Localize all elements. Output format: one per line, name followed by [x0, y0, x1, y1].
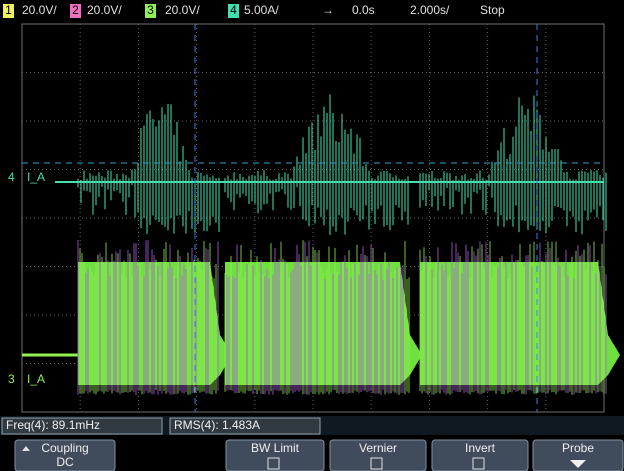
ch3-marker: 3: [8, 372, 15, 386]
measurement-box: [1, 417, 163, 435]
softkey-label: Vernier: [359, 441, 397, 455]
ch2-number: 2: [72, 3, 79, 17]
softkey-label: Probe: [562, 441, 594, 455]
checkbox: [267, 457, 280, 470]
ch4-marker: 4: [8, 170, 15, 184]
timebase: 2.000s/: [410, 3, 450, 17]
ch3-scale: 20.0V/: [165, 3, 200, 17]
ch4-scale: 5.00A/: [244, 3, 279, 17]
ch3-number: 3: [147, 3, 154, 17]
softkey-value: DC: [56, 455, 74, 469]
measurement-box: [169, 417, 321, 435]
softkey-vernier[interactable]: [329, 439, 427, 471]
run-status: Stop: [480, 3, 505, 17]
waveforms: [22, 94, 620, 395]
checkbox: [370, 457, 383, 470]
softkey-arrow: [22, 446, 30, 451]
ch1-number: 1: [5, 3, 12, 17]
softkey-probe[interactable]: [532, 439, 624, 471]
ch4-badge: [228, 4, 239, 18]
ch1-badge: [3, 4, 14, 18]
softkey-label: BW Limit: [251, 441, 300, 455]
softkey-label: Coupling: [41, 441, 88, 455]
ch2-scale: 20.0V/: [87, 3, 122, 17]
ch3-badge: [145, 4, 156, 18]
softkey-arrow: [570, 460, 586, 468]
ch4-number: 4: [230, 3, 237, 17]
delay: 0.0s: [352, 3, 375, 17]
delay-arrow: →: [322, 3, 334, 17]
ch1-scale: 20.0V/: [22, 3, 57, 17]
ch4-label: I_A: [27, 170, 45, 184]
softkey-coupling[interactable]: [14, 439, 116, 471]
softkey-bw-limit[interactable]: [225, 439, 325, 471]
checkbox: [472, 457, 485, 470]
ch2-badge: [70, 4, 81, 18]
measurement-rms: RMS(4): 1.483A: [174, 418, 260, 432]
softkey-invert[interactable]: [431, 439, 529, 471]
ch3-label: I_A: [27, 372, 45, 386]
softkey-label: Invert: [465, 441, 496, 455]
measurement-freq: Freq(4): 89.1mHz: [6, 418, 100, 432]
ch3-burst: [78, 262, 232, 385]
